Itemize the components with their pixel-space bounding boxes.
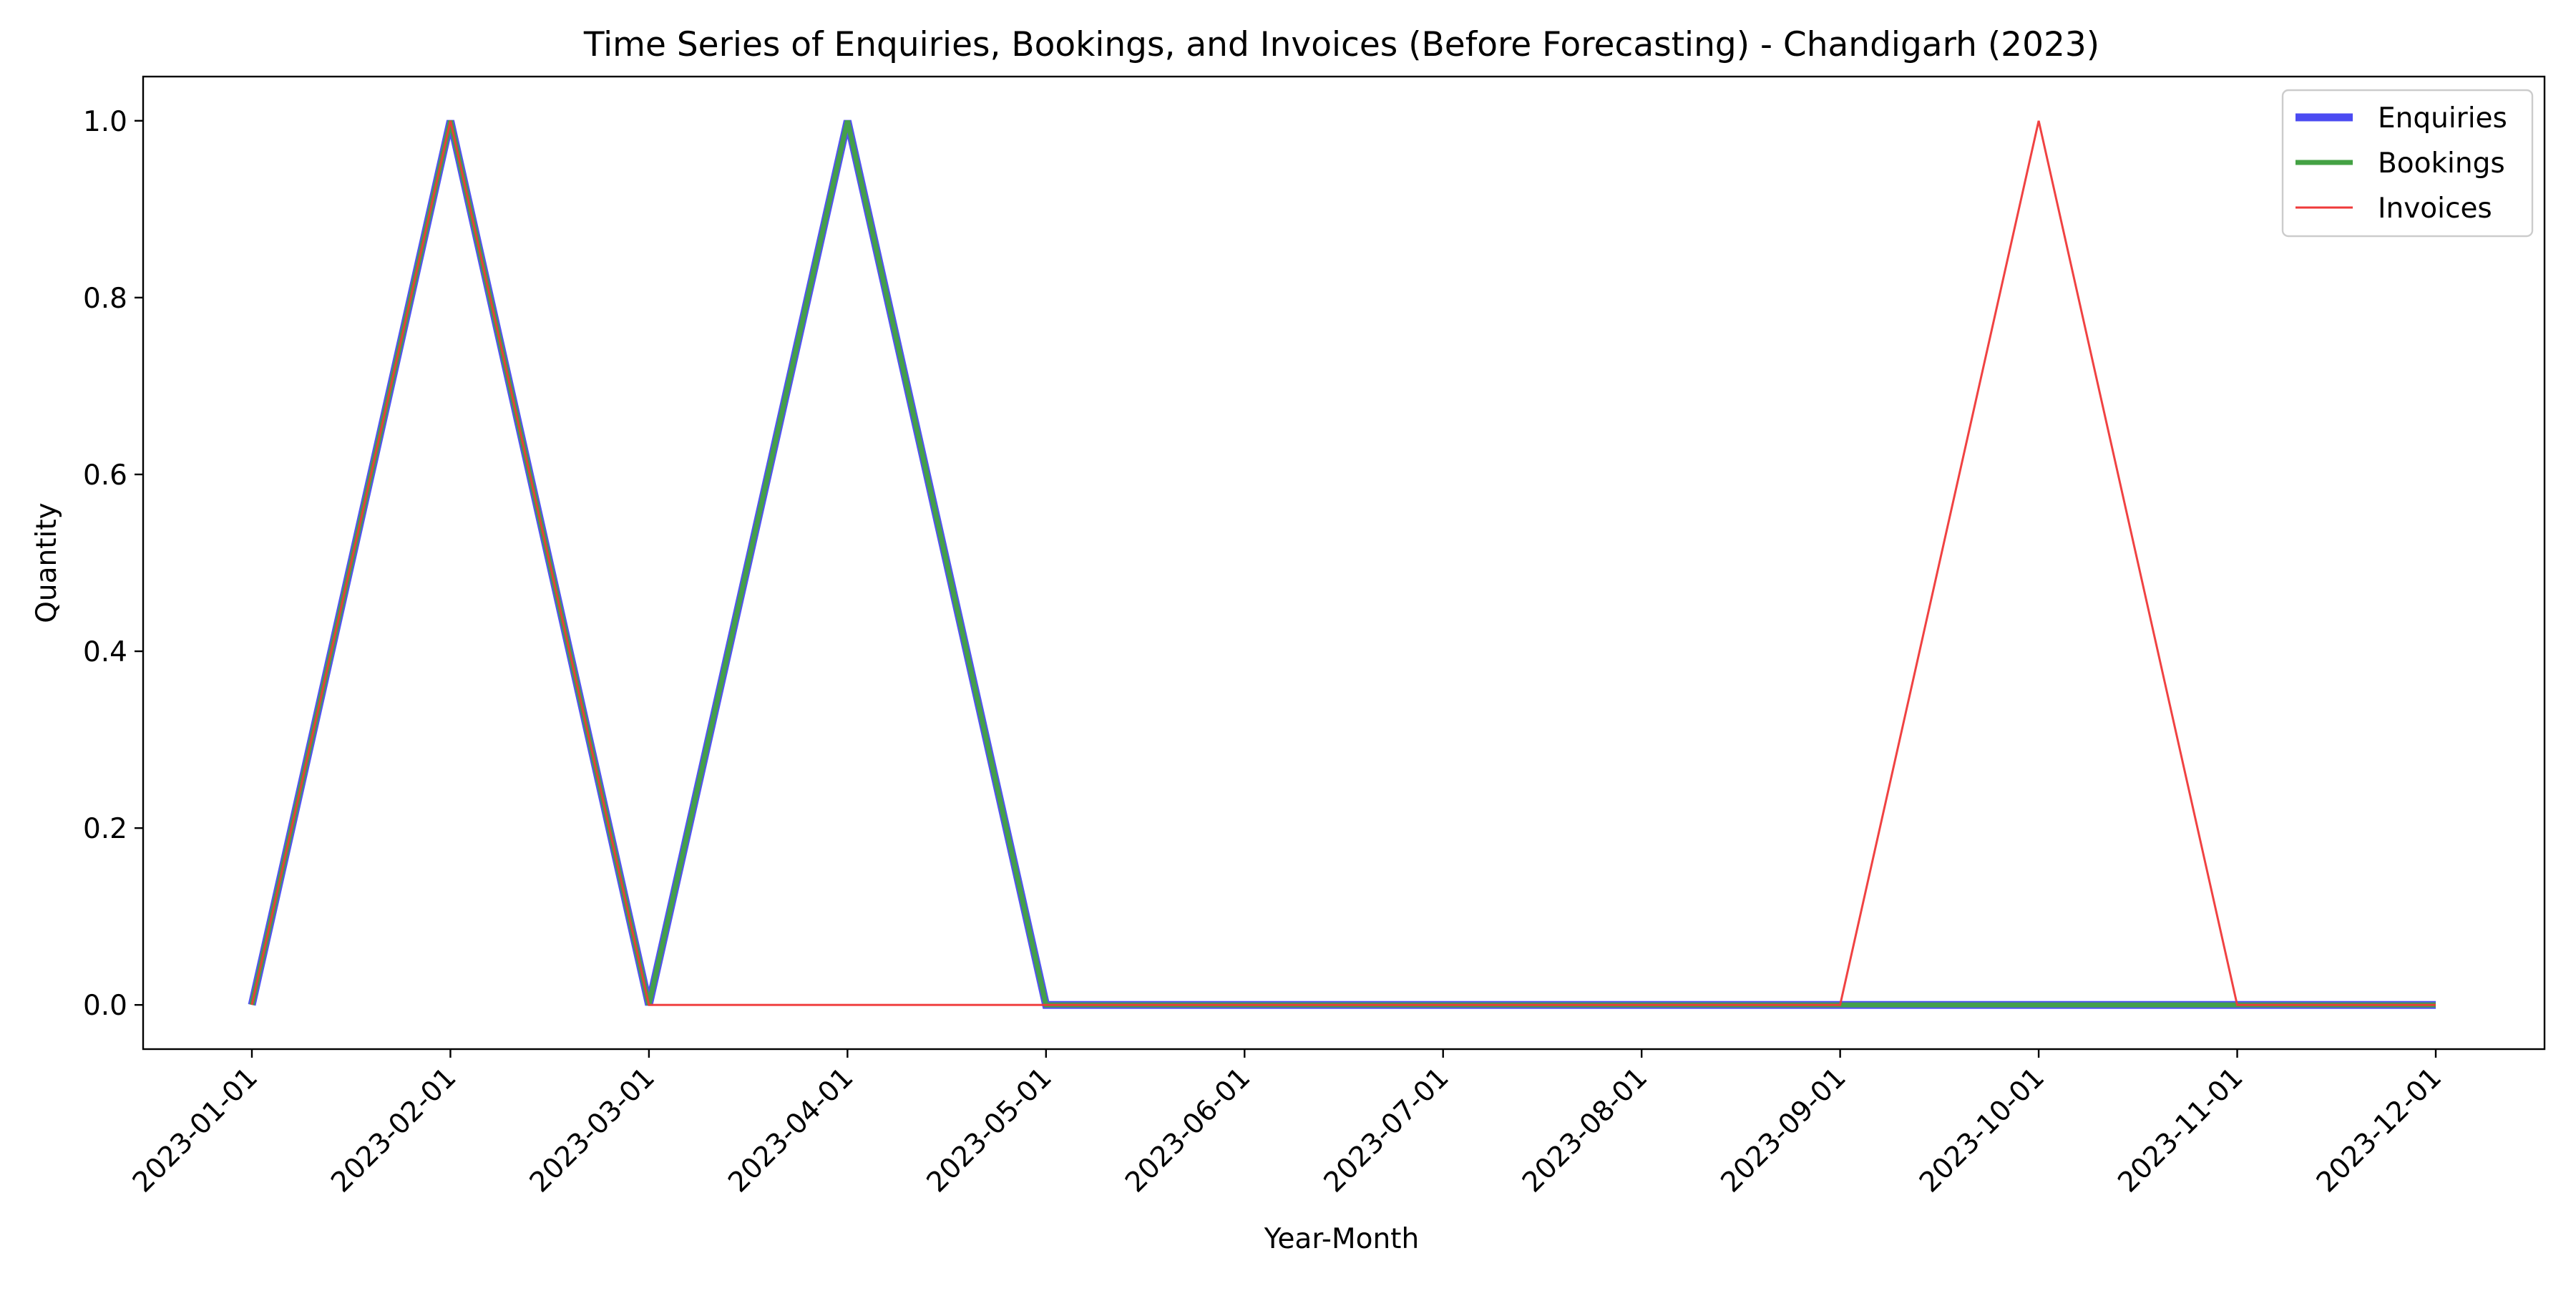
y-tick-label: 1.0 [83,106,127,138]
series-line-invoices [250,120,2436,1006]
legend-label-invoices: Invoices [2378,193,2492,225]
legend-label-enquiries: Enquiries [2378,102,2507,135]
y-tick-label: 0.4 [83,636,127,668]
y-axis-label: Quantity [31,502,63,623]
y-tick-label: 0.8 [83,283,127,315]
chart-title: Time Series of Enquiries, Bookings, and … [583,25,2099,64]
x-axis-label: Year-Month [1264,1223,1419,1255]
y-tick-label: 0.6 [83,459,127,492]
plot-frame [142,75,2546,1051]
y-tick-label: 0.2 [83,813,127,845]
legend-label-bookings: Bookings [2378,147,2505,180]
series-lines [248,120,2436,1009]
y-tick-label: 0.0 [83,990,127,1022]
legend-box [2281,89,2534,238]
legend: Enquiries Bookings Invoices [2281,89,2534,238]
